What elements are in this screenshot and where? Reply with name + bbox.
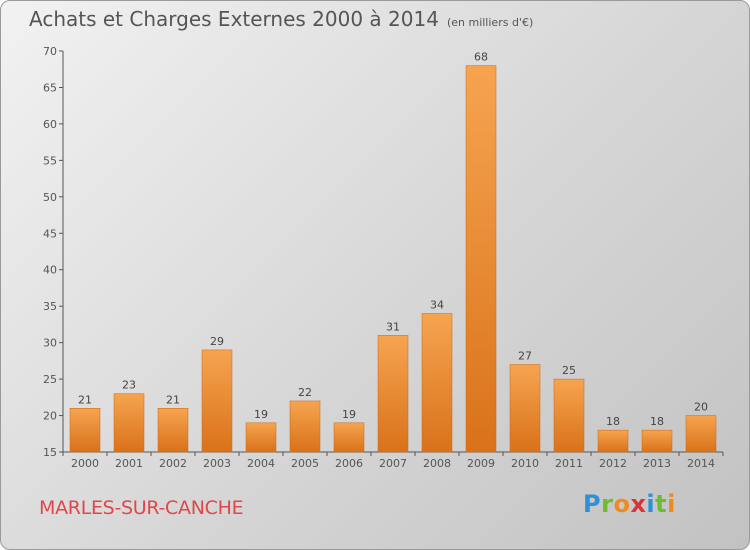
x-tick-label: 2005: [291, 457, 319, 470]
logo-letter: i: [646, 490, 656, 518]
x-tick-label: 2008: [423, 457, 451, 470]
logo-letter: P: [583, 490, 602, 518]
value-label: 27: [518, 350, 532, 363]
bar-2009: [465, 65, 497, 453]
y-tick-label: 30: [43, 337, 57, 350]
value-label: 19: [254, 408, 268, 421]
x-tick-label: 2007: [379, 457, 407, 470]
x-tick-label: 2012: [599, 457, 627, 470]
logo-letter: i: [667, 490, 676, 518]
bar-2004: [245, 422, 277, 453]
bar-2014: [685, 415, 717, 453]
title-text: Achats et Charges Externes 2000 à 2014: [29, 7, 439, 31]
chart-title: Achats et Charges Externes 2000 à 2014 (e…: [29, 7, 533, 31]
chart-subtitle: (en milliers d'€): [446, 16, 534, 29]
bar-2010: [509, 364, 541, 453]
bar-2000: [69, 408, 101, 453]
bar-2013: [641, 429, 673, 453]
value-label: 31: [386, 320, 400, 333]
x-tick-label: 2013: [643, 457, 671, 470]
x-tick-label: 2001: [115, 457, 143, 470]
value-label: 20: [694, 401, 708, 414]
commune-name: MARLES-SUR-CANCHE: [39, 497, 244, 519]
logo-letter: r: [601, 490, 614, 518]
x-tick-label: 2000: [71, 457, 99, 470]
value-label: 21: [78, 393, 92, 406]
value-label: 25: [562, 364, 576, 377]
y-tick-label: 55: [43, 154, 57, 167]
bar-2011: [553, 378, 585, 453]
logo-letter: x: [630, 490, 647, 518]
value-label: 21: [166, 393, 180, 406]
y-tick-label: 45: [43, 227, 57, 240]
bar-2007: [377, 335, 409, 453]
y-tick-label: 40: [43, 264, 57, 277]
logo-letter: o: [613, 490, 631, 518]
logo-letter: t: [655, 490, 668, 518]
value-label: 19: [342, 408, 356, 421]
x-tick-label: 2003: [203, 457, 231, 470]
bar-2002: [157, 408, 189, 453]
bar-2001: [113, 393, 145, 453]
bar-2006: [333, 422, 365, 453]
x-tick-label: 2011: [555, 457, 583, 470]
y-tick-label: 35: [43, 300, 57, 313]
value-label: 34: [430, 298, 444, 311]
y-tick-label: 65: [43, 81, 57, 94]
bar-2005: [289, 400, 321, 453]
x-tick-label: 2006: [335, 457, 363, 470]
x-tick-label: 2010: [511, 457, 539, 470]
y-tick-label: 70: [43, 45, 57, 58]
y-tick-label: 50: [43, 191, 57, 204]
bar-2008: [421, 313, 453, 453]
y-tick-label: 25: [43, 373, 57, 386]
value-label: 18: [606, 415, 620, 428]
y-tick-label: 60: [43, 118, 57, 131]
bar-2012: [597, 429, 629, 453]
value-label: 29: [210, 335, 224, 348]
value-label: 22: [298, 386, 312, 399]
value-label: 23: [122, 379, 136, 392]
value-label: 68: [474, 51, 488, 64]
x-tick-label: 2014: [687, 457, 715, 470]
y-tick-label: 15: [43, 446, 57, 459]
x-tick-label: 2009: [467, 457, 495, 470]
bar-2003: [201, 349, 233, 453]
y-tick-label: 20: [43, 410, 57, 423]
x-tick-label: 2002: [159, 457, 187, 470]
value-label: 18: [650, 415, 664, 428]
x-tick-label: 2004: [247, 457, 275, 470]
proxiti-logo[interactable]: Proxiti: [583, 490, 676, 518]
